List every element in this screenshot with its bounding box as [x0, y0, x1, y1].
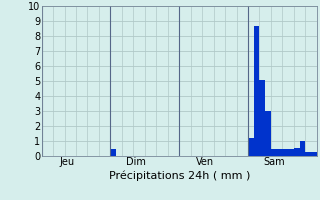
Bar [294, 148, 300, 156]
Bar [265, 111, 271, 156]
Bar [311, 152, 317, 156]
Bar [248, 138, 254, 156]
Bar [254, 25, 260, 156]
Bar [277, 148, 282, 156]
Bar [260, 79, 265, 156]
Bar [300, 141, 305, 156]
Bar [110, 148, 116, 156]
Bar [271, 148, 277, 156]
Bar [288, 148, 294, 156]
Bar [305, 152, 311, 156]
Bar [282, 148, 288, 156]
X-axis label: Précipitations 24h ( mm ): Précipitations 24h ( mm ) [108, 170, 250, 181]
